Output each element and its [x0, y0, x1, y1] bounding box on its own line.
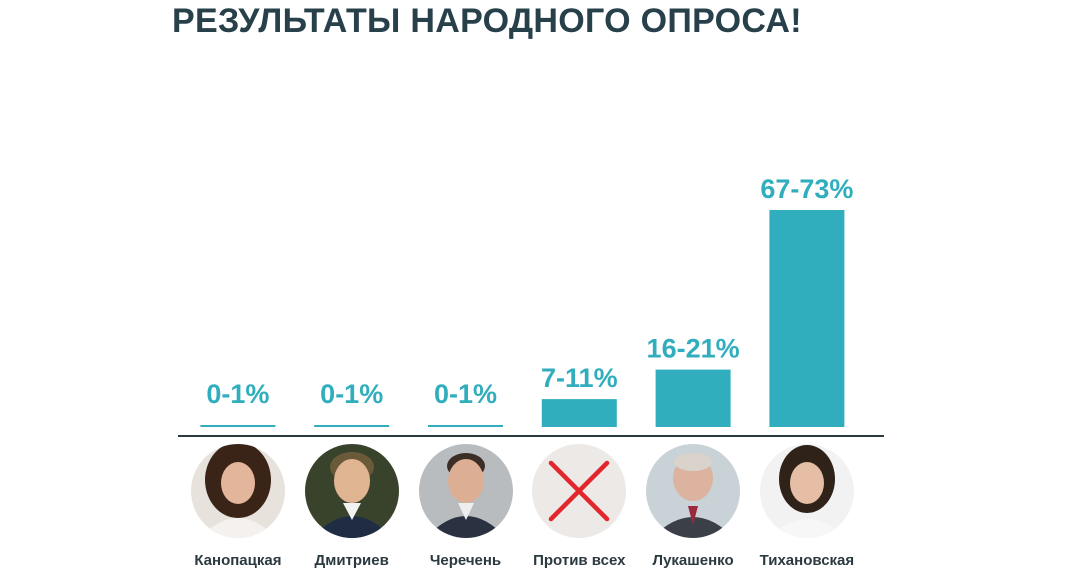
- avatar-kanopatskaya: [191, 444, 285, 538]
- bar-5: [769, 210, 845, 427]
- avatar-lukashenko: [646, 444, 740, 538]
- bar-value-label: 0-1%: [206, 379, 269, 409]
- category-label: Тихановская: [760, 552, 855, 569]
- bar-value-label: 0-1%: [320, 379, 383, 409]
- bar-value-label: 7-11%: [541, 363, 618, 393]
- avatar-tikhanovskaya: [760, 444, 854, 538]
- bar-value-label: 0-1%: [434, 379, 497, 409]
- bar-value-label: 16-21%: [647, 334, 740, 364]
- bar-4: [655, 369, 731, 427]
- category-label: Дмитриев: [315, 552, 389, 569]
- bars-layer: [200, 210, 845, 427]
- bar-1: [314, 425, 390, 427]
- bar-2: [428, 425, 503, 427]
- page-title: РЕЗУЛЬТАТЫ НАРОДНОГО ОПРОСА!: [172, 2, 802, 40]
- labels-layer: 0-1% 0-1% 0-1% 7-11% 16-21% 67-73%: [206, 174, 853, 409]
- category-label: Черечень: [430, 552, 501, 569]
- bar-3: [541, 399, 617, 427]
- bar-value-label: 67-73%: [760, 174, 853, 204]
- against-all-cross: [532, 444, 626, 538]
- category-label: Лукашенко: [653, 552, 734, 569]
- avatars-layer: [191, 444, 854, 538]
- category-label: Против всех: [533, 552, 626, 569]
- names-layer: Канопацкая Дмитриев Черечень Против всех Лук…: [194, 552, 854, 569]
- bar-0: [200, 425, 276, 427]
- category-label: Канопацкая: [194, 552, 281, 569]
- avatar-dmitriev: [305, 444, 399, 538]
- cross-icon: [548, 460, 610, 522]
- avatar-cherechen: [419, 444, 513, 538]
